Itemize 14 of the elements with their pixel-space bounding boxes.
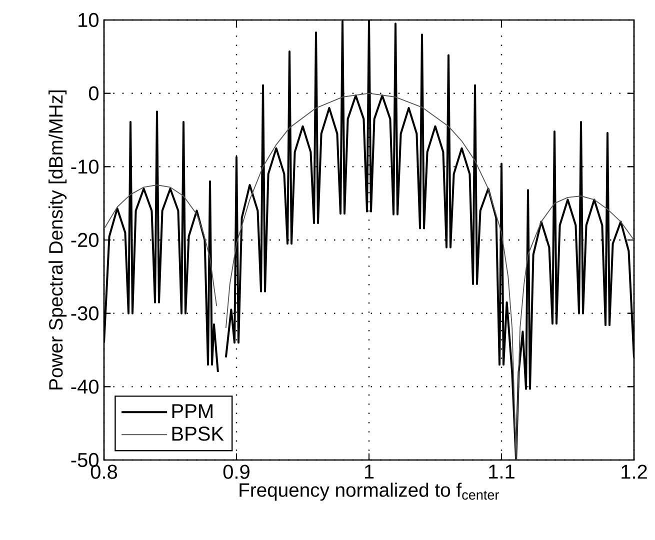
y-tick-label: -10	[71, 160, 98, 174]
x-tick-label: 1.1	[489, 464, 514, 478]
y-tick-label: -20	[71, 232, 98, 248]
x-tick-label: 1	[364, 464, 374, 478]
x-axis-title: Frequency normalized to f$_{center}$	[240, 482, 500, 501]
y-tick-label: 10	[78, 12, 98, 28]
legend-label: BPSK	[172, 426, 224, 441]
y-axis-title: Power Spectral Density [dBm/MHz]	[48, 90, 67, 390]
x-tick-label: 0.9	[223, 464, 250, 479]
y-tick-label: 0	[88, 86, 98, 100]
y-tick-label: -40	[71, 380, 98, 394]
y-tick-label: -30	[71, 306, 98, 320]
x-tick-label: 1.2	[622, 464, 647, 479]
legend-label: PPM	[172, 404, 212, 418]
